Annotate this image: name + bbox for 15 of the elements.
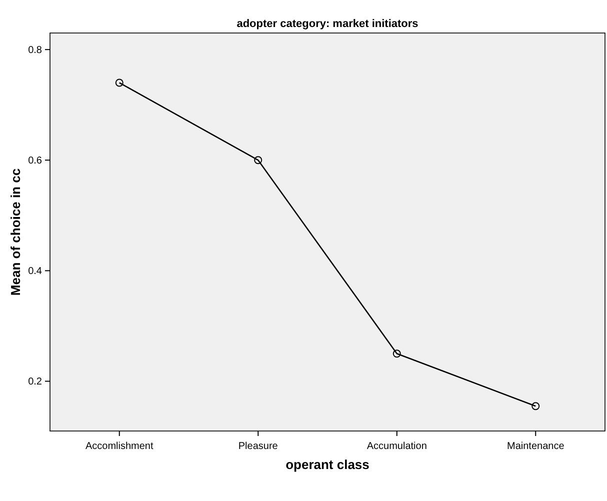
x-tick-label: Accomlishment [85,441,154,452]
chart-title: adopter category: market initiators [236,18,418,30]
x-tick-label: Maintenance [506,441,565,452]
point [532,402,540,410]
point [254,156,262,164]
y-axis-title: Mean of choice in cc [8,168,23,296]
x-tick-label: Accumulation [366,441,427,452]
point [115,78,124,87]
y-tick-label: 0.8 [28,44,42,56]
point [392,350,401,358]
y-tick-label: 0.2 [28,376,42,388]
y-tick-label: 0.6 [28,155,42,166]
x-axis-title: operant class [286,457,370,472]
x-tick-label: Pleasure [238,441,278,452]
y-tick-label: 0.4 [28,266,42,277]
